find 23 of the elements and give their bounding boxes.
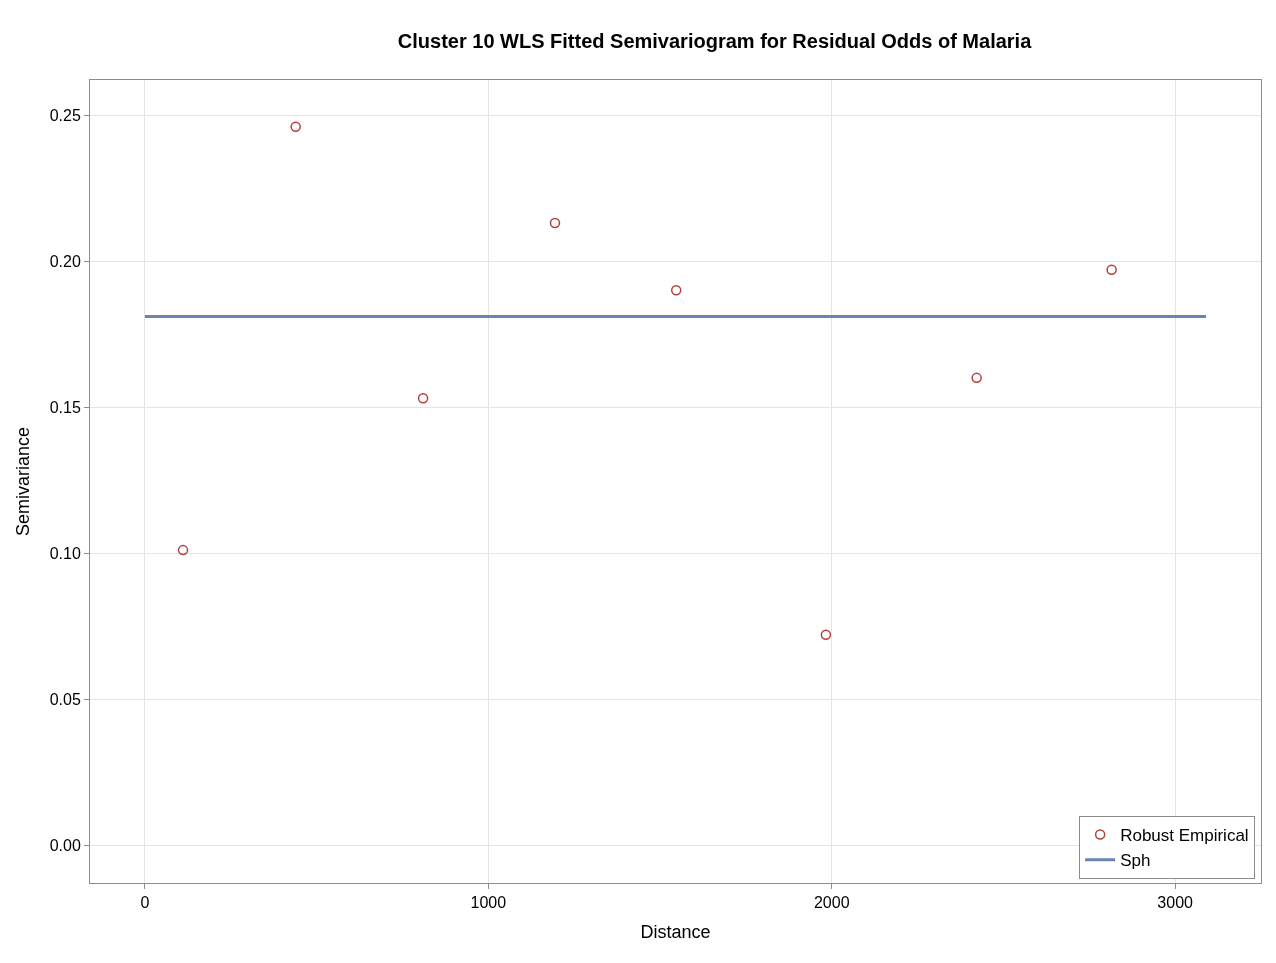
point <box>290 121 301 132</box>
point <box>820 629 832 641</box>
point <box>549 217 561 229</box>
x-tick-label: 1000 <box>470 894 507 912</box>
point <box>670 284 682 296</box>
chart-title: Cluster 10 WLS Fitted Semivariogram for Residual Odds of Malaria <box>397 29 1033 52</box>
x-axis-title: Distance <box>640 922 711 943</box>
point <box>971 372 982 384</box>
y-tick-label: 0.25 <box>49 106 81 124</box>
x-tick-label: 3000 <box>1157 894 1194 912</box>
point <box>177 544 189 556</box>
point <box>417 393 429 404</box>
y-tick-label: 0.00 <box>49 836 81 854</box>
x-tick-label: 0 <box>140 894 150 912</box>
y-tick-label: 0.05 <box>49 690 81 708</box>
y-tick-label: 0.10 <box>49 544 81 562</box>
y-tick-label: 0.15 <box>49 398 81 416</box>
y-tick-label: 0.20 <box>49 252 81 270</box>
legend-label: Sph <box>1120 851 1151 871</box>
legend-label: Robust Empirical <box>1120 826 1249 846</box>
point <box>1106 264 1117 276</box>
y-axis-title: Semivariance <box>12 426 33 537</box>
x-tick-label: 2000 <box>813 894 850 912</box>
